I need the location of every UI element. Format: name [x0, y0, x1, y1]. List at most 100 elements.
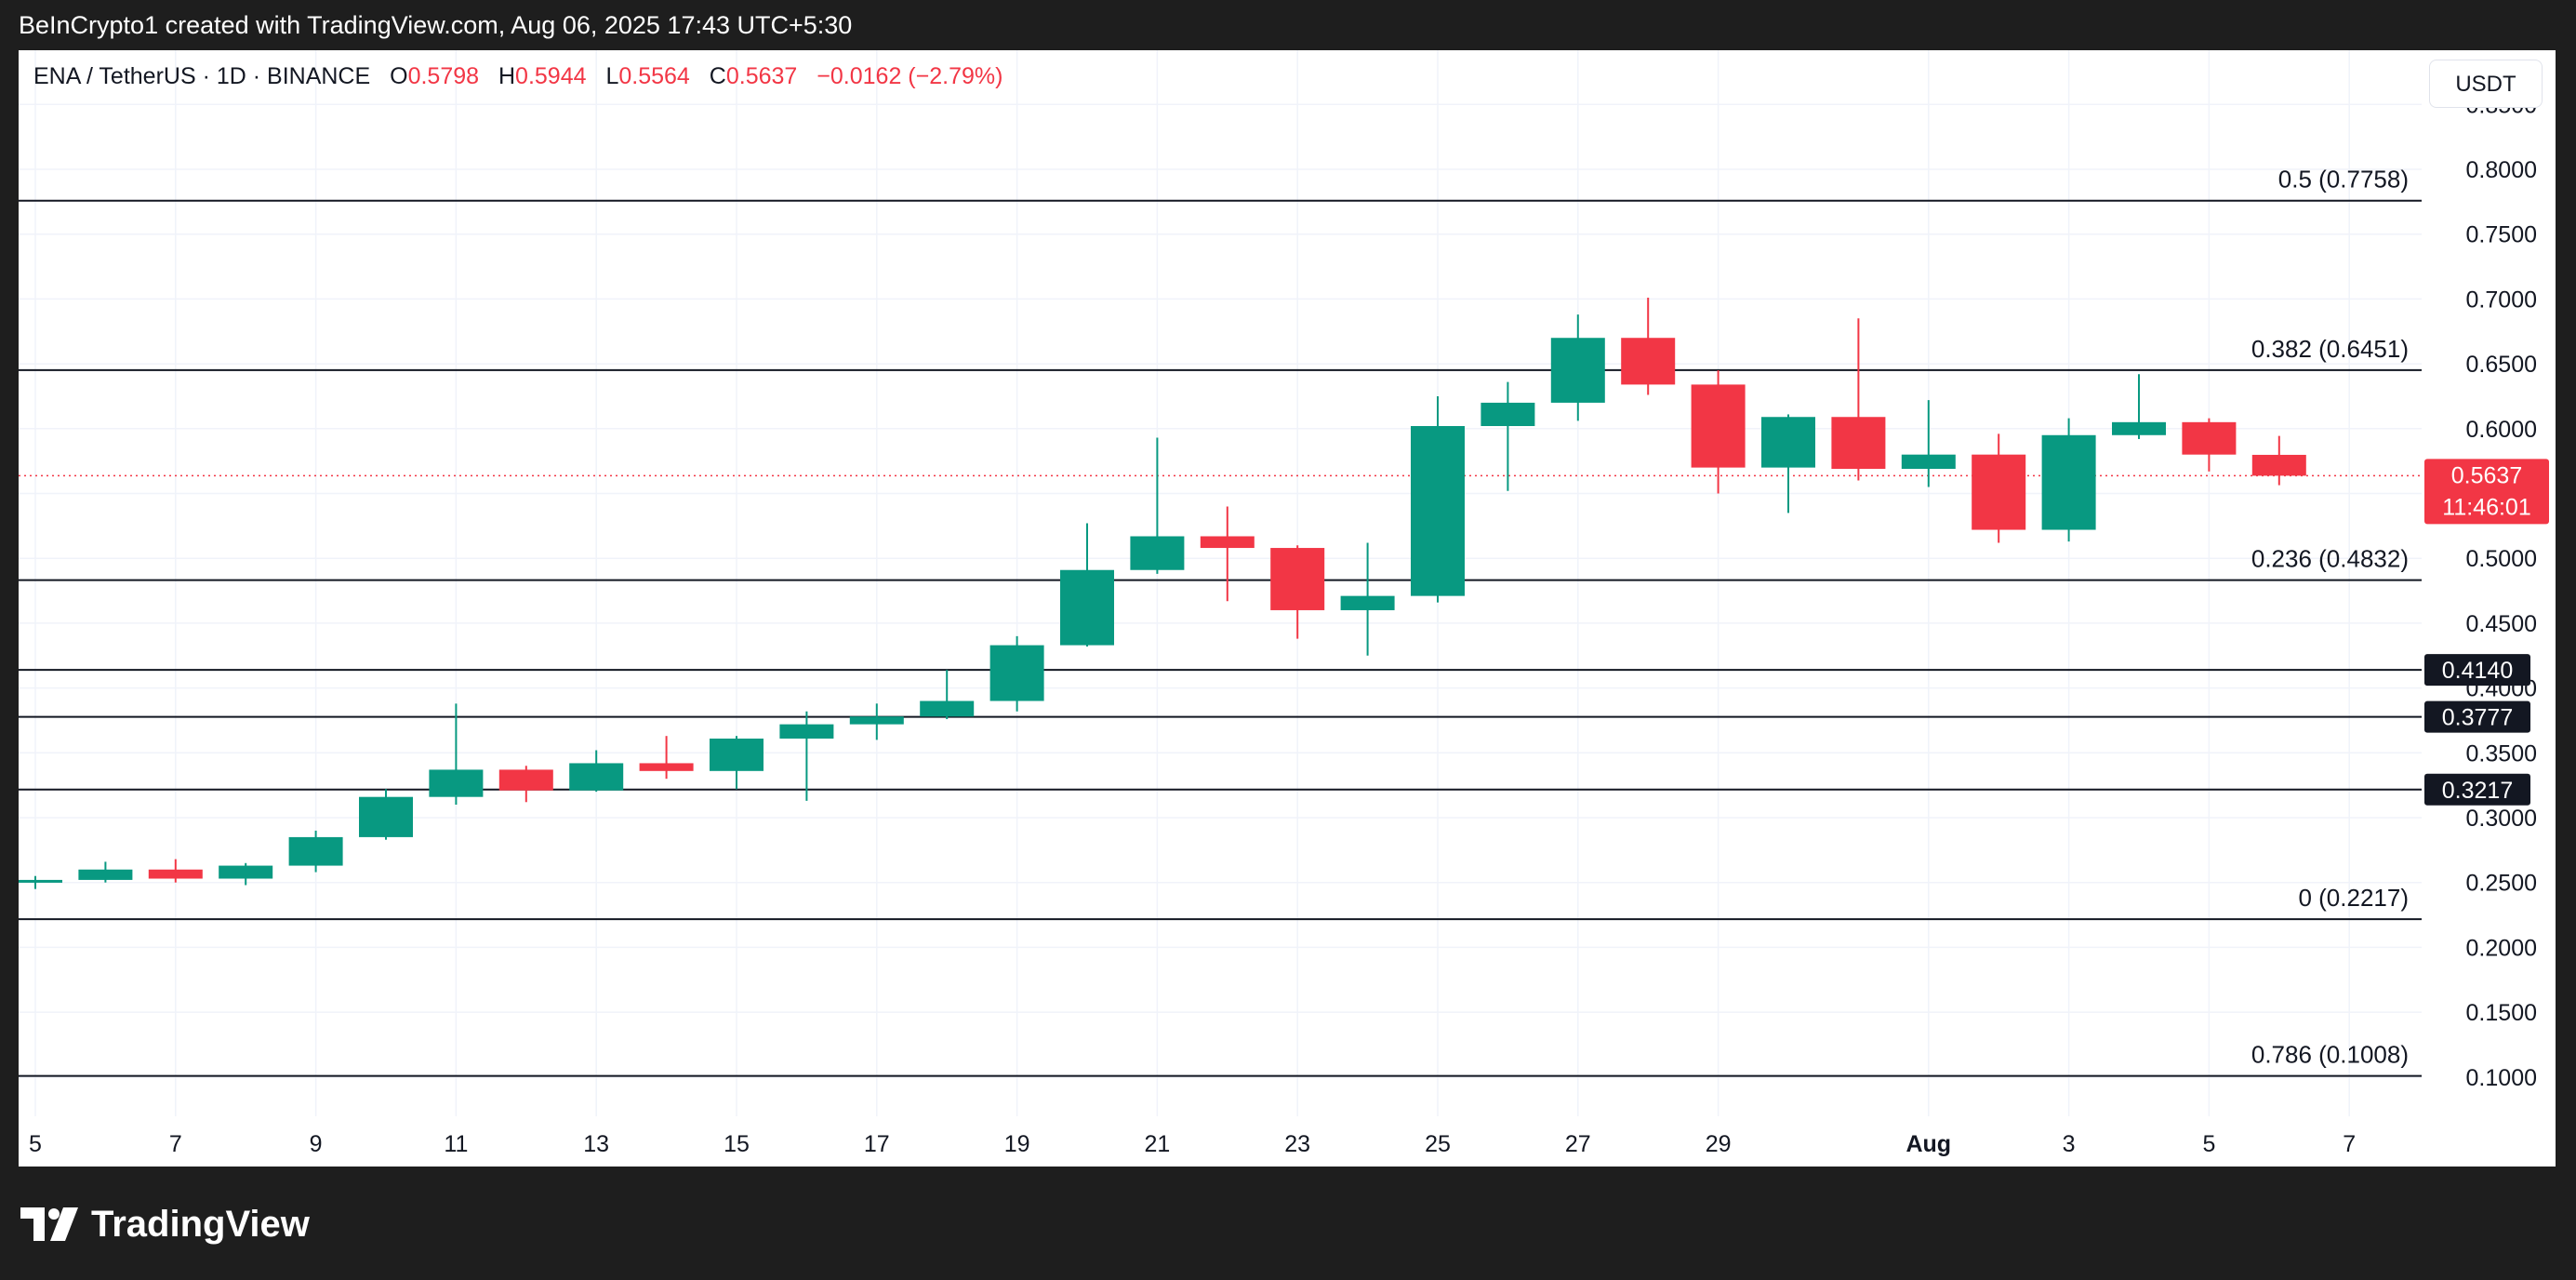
- candle-body: [2041, 434, 2096, 530]
- candle: [1130, 437, 1185, 574]
- support-level-label: 0.3217: [2442, 778, 2513, 804]
- legend-low-value: 0.5564: [618, 63, 690, 89]
- candle-body: [989, 645, 1044, 701]
- y-tick-label: 0.6500: [2466, 352, 2537, 378]
- x-tick-label: 9: [310, 1131, 323, 1157]
- candle-body: [288, 836, 343, 866]
- y-tick-label: 0.7500: [2466, 222, 2537, 248]
- legend-high-label: H: [498, 63, 516, 89]
- x-tick-label: 15: [724, 1131, 750, 1157]
- grid-lines: [19, 50, 2422, 1116]
- legend-change-value: −0.0162 (−2.79%): [817, 63, 1003, 89]
- x-tick-label: 13: [583, 1131, 609, 1157]
- attribution-text: BeInCrypto1 created with TradingView.com…: [19, 11, 853, 39]
- candle-body: [1761, 417, 1815, 468]
- y-tick-label: 0.5000: [2466, 546, 2537, 572]
- candle: [779, 711, 834, 801]
- candle-body: [1550, 338, 1605, 403]
- candle-body: [1901, 454, 1956, 470]
- candle: [1831, 318, 1886, 481]
- support-level-tag: [2424, 654, 2530, 687]
- candle: [219, 862, 273, 886]
- y-tick-label: 0.8000: [2466, 157, 2537, 183]
- x-tick-label: 7: [2343, 1131, 2356, 1157]
- candle-body: [639, 763, 694, 771]
- x-tick-label: 29: [1706, 1131, 1732, 1157]
- candlestick-chart[interactable]: 0.10000.15000.20000.25000.30000.35000.40…: [19, 50, 2556, 1167]
- candle-body: [78, 869, 133, 880]
- tradingview-logo-icon: [20, 1207, 78, 1241]
- current-price-label: 0.5637: [2451, 462, 2522, 488]
- x-axis-ticks: 5 7 9 11 13 15 17 19 21 23 25 27 29 Aug 3 5 7: [29, 1131, 2356, 1157]
- fib-level-label: 0.5 (0.7758): [2278, 166, 2409, 193]
- candle: [1340, 542, 1395, 656]
- candle: [1621, 298, 1676, 395]
- candle-body: [1270, 548, 1325, 610]
- y-tick-label: 0.1500: [2466, 1000, 2537, 1026]
- chart-panel[interactable]: 0.1000 0.1500 0.2000 0.2500 0.3000 0.3500 0.40…: [19, 50, 2556, 1167]
- candle-body: [779, 724, 834, 739]
- y-axis-ticks: 0.10000.15000.20000.25000.30000.35000.40…: [2466, 92, 2537, 1091]
- candle: [2251, 435, 2306, 486]
- y-tick-label: 0.4500: [2466, 611, 2537, 637]
- candle-body: [2112, 421, 2166, 435]
- candle-body: [2182, 421, 2237, 455]
- candle-body: [1130, 536, 1185, 570]
- candle-body: [1340, 595, 1395, 610]
- fib-level-label: 0.236 (0.4832): [2251, 545, 2409, 573]
- x-tick-label: 27: [1565, 1131, 1591, 1157]
- candle: [1691, 370, 1746, 494]
- x-tick-label: 5: [2202, 1131, 2215, 1157]
- y-tick-label: 0.2500: [2466, 871, 2537, 897]
- candle-body: [359, 796, 413, 837]
- candle: [1972, 433, 2026, 543]
- support-levels: 0.4140 0.3777 0.3217: [19, 654, 2530, 806]
- candle-body: [498, 769, 553, 791]
- candle-body: [1411, 426, 1465, 596]
- candle: [920, 670, 975, 720]
- support-level-tag: [2424, 773, 2530, 806]
- y-tick-label: 0.6000: [2466, 417, 2537, 443]
- candle: [1761, 414, 1815, 513]
- legend-low-label: L: [605, 63, 619, 89]
- candle: [1901, 400, 1956, 487]
- candle: [2041, 418, 2096, 542]
- x-tick-label: 19: [1004, 1131, 1030, 1157]
- current-price-tag-bg: [2424, 459, 2549, 525]
- x-tick-label: 11: [444, 1131, 468, 1157]
- candle: [989, 635, 1044, 712]
- x-tick-label: 21: [1144, 1131, 1170, 1157]
- support-level-label: 0.3777: [2442, 705, 2513, 731]
- candle-body: [569, 763, 624, 791]
- candle: [710, 736, 764, 790]
- candle: [359, 789, 413, 840]
- candle: [498, 766, 553, 803]
- candle-body: [1200, 536, 1255, 549]
- candles: [19, 298, 2306, 889]
- candle-body: [920, 700, 975, 717]
- x-tick-label: 23: [1284, 1131, 1310, 1157]
- candle: [1270, 545, 1325, 639]
- y-tick-label: 0.7000: [2466, 287, 2537, 313]
- x-tick-label: 5: [29, 1131, 42, 1157]
- currency-button[interactable]: USDT: [2429, 60, 2543, 108]
- x-tick-label: 25: [1425, 1131, 1451, 1157]
- ohlc-legend: ENA / TetherUS · 1D · BINANCE O0.5798 H0…: [33, 63, 1003, 90]
- legend-symbol: ENA / TetherUS · 1D · BINANCE: [33, 63, 371, 89]
- attribution-bar: BeInCrypto1 created with TradingView.com…: [0, 0, 2576, 50]
- tradingview-logo[interactable]: TradingView: [20, 1202, 310, 1247]
- candle: [2182, 418, 2237, 472]
- legend-close-label: C: [709, 63, 726, 89]
- x-tick-label: 7: [169, 1131, 182, 1157]
- candle-body: [710, 738, 764, 771]
- candle: [849, 703, 904, 740]
- candle-body: [1621, 338, 1676, 385]
- candle-body: [2251, 454, 2306, 476]
- legend-close-value: 0.5637: [725, 63, 798, 89]
- candle: [148, 859, 203, 883]
- candle: [1060, 523, 1114, 647]
- candle-body: [1060, 569, 1114, 646]
- y-tick-label: 0.2000: [2466, 935, 2537, 961]
- legend-high-value: 0.5944: [515, 63, 587, 89]
- fib-levels: 0.5 (0.7758) 0.382 (0.6451) 0.236 (0.4832)…: [19, 166, 2422, 1077]
